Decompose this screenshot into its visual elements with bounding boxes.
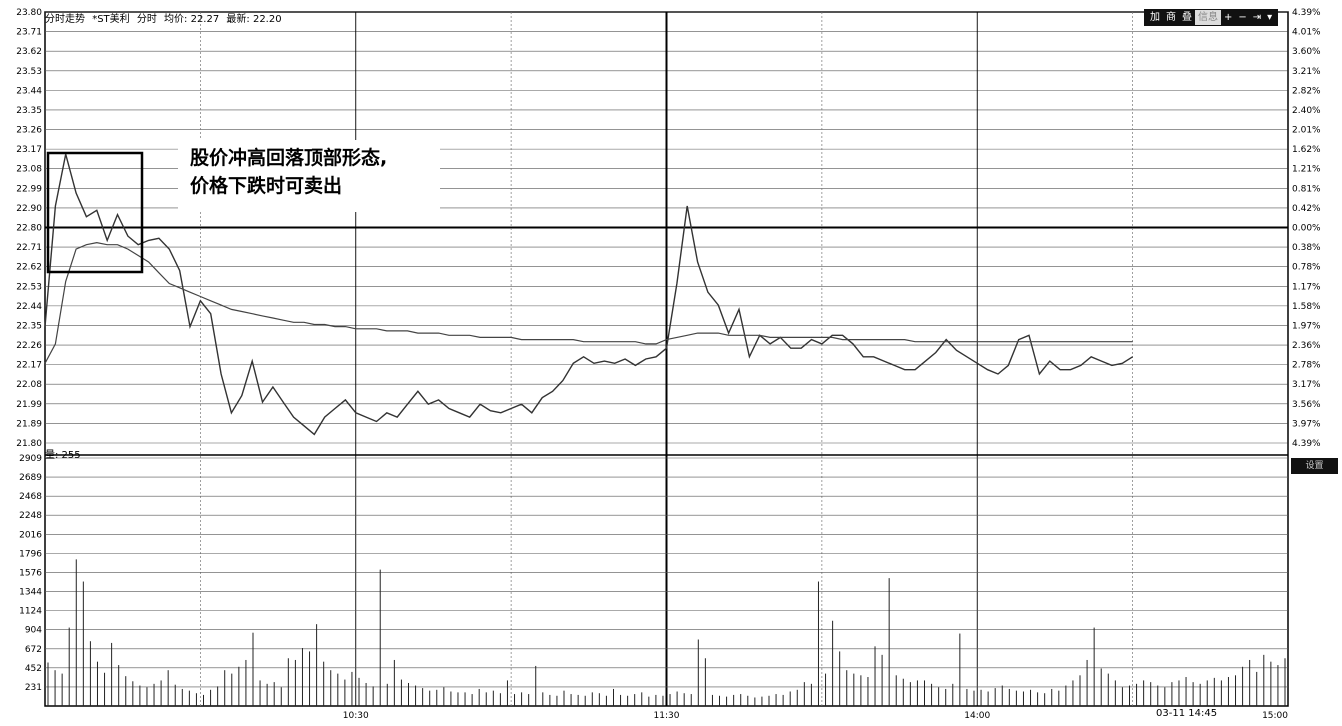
toolbar-info-button[interactable]: 信息 [1195, 10, 1221, 25]
price-tick-label: 21.89 [16, 419, 42, 429]
pct-tick-label: 0.78% [1292, 263, 1321, 273]
price-tick-label: 22.80 [16, 224, 42, 234]
volume-tick-label: 904 [25, 626, 42, 636]
pct-tick-label: 0.81% [1292, 184, 1321, 194]
price-tick-label: 22.53 [16, 282, 42, 292]
pattern-highlight-box [46, 151, 144, 274]
pct-tick-label: 0.38% [1292, 243, 1321, 253]
price-tick-label: 22.17 [16, 361, 42, 371]
dropdown-arrow-icon[interactable]: ▾ [1267, 12, 1273, 23]
price-line [44, 154, 1133, 436]
volume-tick-label: 672 [25, 645, 42, 655]
price-tick-label: 23.17 [16, 145, 42, 155]
time-tick-label: 10:30 [343, 711, 369, 721]
toolbar-overlay-button[interactable]: 叠 [1182, 12, 1192, 23]
price-tick-label: 22.35 [16, 321, 42, 331]
price-tick-label: 23.08 [16, 165, 42, 175]
pct-tick-label: 3.60% [1292, 47, 1321, 57]
price-tick-label: 22.44 [16, 302, 42, 312]
header-last: 最新: 22.20 [226, 14, 282, 25]
pct-tick-label: 3.97% [1292, 419, 1321, 429]
pct-tick-label: 3.21% [1292, 67, 1321, 77]
price-tick-label: 22.62 [16, 263, 42, 273]
price-tick-label: 23.26 [16, 126, 42, 136]
header-mode: 分时 [136, 14, 157, 25]
annotation-line-2: 价格下跌时可卖出 [190, 175, 343, 197]
pct-tick-label: 4.39% [1292, 8, 1321, 18]
header-title: 分时走势 [45, 14, 85, 25]
volume-tick-label: 2248 [19, 511, 42, 521]
pct-tick-label: 4.01% [1292, 28, 1321, 38]
header-stock: *ST美利 [92, 14, 130, 25]
pct-tick-label: 3.56% [1292, 400, 1321, 410]
pct-tick-label: 2.40% [1292, 106, 1321, 116]
pct-tick-label: 1.17% [1292, 282, 1321, 292]
grid [44, 11, 1289, 707]
annotation-callout: 股价冲高回落顶部形态, 价格下跌时可卖出 [178, 140, 440, 212]
time-tick-label: 11:30 [654, 711, 680, 721]
pct-tick-label: 3.17% [1292, 380, 1321, 390]
chart-toolbar: 加 商 叠 信息 + − ⇥ ▾ [1144, 9, 1279, 26]
price-tick-label: 23.53 [16, 67, 42, 77]
pct-tick-label: 1.58% [1292, 302, 1321, 312]
price-tick-label: 21.80 [16, 439, 42, 449]
header-avg: 均价: 22.27 [164, 14, 220, 25]
indicator-settings-button[interactable]: 设置 [1291, 458, 1338, 474]
volume-label: 量: 255 [45, 450, 81, 461]
price-tick-label: 22.08 [16, 380, 42, 390]
jump-end-icon[interactable]: ⇥ [1252, 12, 1262, 23]
pct-tick-label: 1.62% [1292, 145, 1321, 155]
price-tick-label: 23.80 [16, 8, 42, 18]
avg-price-line [44, 241, 1133, 364]
price-tick-label: 21.99 [16, 400, 42, 410]
price-tick-label: 23.62 [16, 47, 42, 57]
volume-tick-label: 1796 [19, 549, 42, 559]
pct-tick-label: 0.42% [1292, 204, 1321, 214]
pct-tick-label: 1.97% [1292, 321, 1321, 331]
volume-tick-label: 2909 [19, 454, 42, 464]
price-tick-label: 23.71 [16, 28, 42, 38]
volume-tick-label: 1124 [19, 607, 42, 617]
volume-tick-label: 452 [25, 664, 42, 674]
pct-tick-label: 2.82% [1292, 86, 1321, 96]
price-lines [44, 154, 1133, 436]
volume-tick-label: 1576 [19, 568, 42, 578]
pct-tick-label: 4.39% [1292, 439, 1321, 449]
zoom-in-icon[interactable]: + [1224, 12, 1233, 23]
volume-tick-label: 231 [25, 683, 42, 693]
volume-tick-label: 1344 [19, 588, 42, 598]
pct-tick-label: 2.36% [1292, 341, 1321, 351]
zoom-out-icon[interactable]: − [1238, 12, 1247, 23]
volume-tick-label: 2468 [19, 492, 42, 502]
pct-tick-label: 0.00% [1292, 224, 1321, 234]
price-tick-label: 23.35 [16, 106, 42, 116]
pct-tick-label: 2.78% [1292, 361, 1321, 371]
price-tick-label: 22.99 [16, 184, 42, 194]
volume-bars [47, 559, 1286, 706]
volume-tick-label: 2689 [19, 473, 42, 483]
cursor-time-tag: 03-11 14:45 [1156, 708, 1218, 719]
pct-tick-label: 1.21% [1292, 165, 1321, 175]
axis-ticks: 23.80 4.39% 23.71 4.01% 23.62 3.60% 23.53 3.21%… [16, 8, 1321, 721]
price-tick-label: 22.26 [16, 341, 42, 351]
toolbar-compare-button[interactable]: 商 [1166, 12, 1176, 23]
time-tick-label: 15:00 [1262, 711, 1288, 721]
volume-tick-label: 2016 [19, 530, 42, 540]
price-tick-label: 22.90 [16, 204, 42, 214]
pct-tick-label: 2.01% [1292, 126, 1321, 136]
chart-header: 分时走势 *ST美利 分时 均价: 22.27 最新: 22.20 [45, 10, 286, 25]
price-tick-label: 23.44 [16, 86, 42, 96]
annotation-line-1: 股价冲高回落顶部形态, [190, 147, 388, 169]
time-tick-label: 14:00 [964, 711, 990, 721]
price-tick-label: 22.71 [16, 243, 42, 253]
toolbar-add-button[interactable]: 加 [1150, 12, 1160, 23]
